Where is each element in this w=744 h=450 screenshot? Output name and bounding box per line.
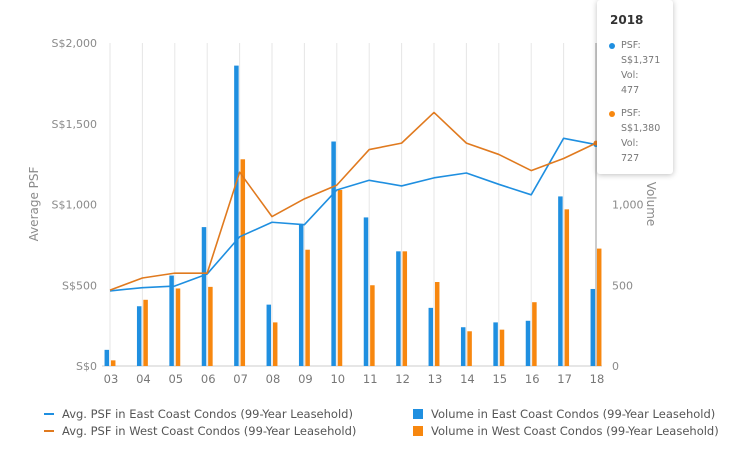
tooltip-dot xyxy=(609,43,615,49)
legend-swatch xyxy=(413,408,423,419)
x-tick-label: 03 xyxy=(104,372,119,386)
y-tick-label: S$1,500 xyxy=(52,118,97,131)
legend-item-east-psf[interactable]: Avg. PSF in East Coast Condos (99-Year L… xyxy=(44,405,356,422)
volume-bar-west[interactable] xyxy=(337,189,343,366)
volume-bar-west[interactable] xyxy=(240,159,246,366)
x-axis: 03 04 05 06 07 08 09 10 11 12 13 14 15 16 17 18 xyxy=(104,372,605,386)
x-tick-label: 04 xyxy=(136,372,151,386)
legend-item-west-volume[interactable]: Volume in West Coast Condos (99-Year Lea… xyxy=(413,422,719,439)
tooltip-line: S$1,380 xyxy=(621,123,661,134)
volume-bar-east[interactable] xyxy=(428,307,434,366)
volume-bar-west[interactable] xyxy=(564,209,570,366)
legend-lines: Avg. PSF in East Coast Condos (99-Year L… xyxy=(44,405,356,439)
legend-item-east-volume[interactable]: Volume in East Coast Condos (99-Year Lea… xyxy=(413,405,719,422)
volume-bar-west[interactable] xyxy=(370,285,375,366)
psf-line-east[interactable] xyxy=(109,137,597,292)
legend-item-west-psf[interactable]: Avg. PSF in West Coast Condos (99-Year L… xyxy=(44,422,356,439)
volume-bar-east[interactable] xyxy=(104,349,110,366)
x-tick-label: 15 xyxy=(492,372,507,386)
volume-bars[interactable] xyxy=(104,65,602,367)
volume-bar-west[interactable] xyxy=(110,360,116,366)
tooltip-year: 2018 xyxy=(610,13,644,27)
legend-label: Volume in East Coast Condos (99-Year Lea… xyxy=(431,406,716,421)
x-tick-label: 08 xyxy=(266,372,281,386)
x-tick-label: 11 xyxy=(363,372,378,386)
tooltip-line: PSF: xyxy=(621,108,641,119)
volume-bar-west[interactable] xyxy=(272,322,278,366)
volume-bar-west[interactable] xyxy=(305,249,310,366)
volume-bar-east[interactable] xyxy=(331,141,336,366)
volume-bar-west[interactable] xyxy=(175,288,181,366)
right-y-axis: 0 500 1,000 xyxy=(612,199,644,374)
x-tick-label: 09 xyxy=(298,372,313,386)
x-tick-label: 06 xyxy=(201,372,216,386)
volume-bar-east[interactable] xyxy=(201,227,207,366)
x-tick-label: 13 xyxy=(428,372,443,386)
psf-line-west[interactable] xyxy=(109,111,597,291)
volume-bar-east[interactable] xyxy=(558,196,563,366)
volume-bar-east[interactable] xyxy=(169,275,174,366)
y-right-tick-label: 500 xyxy=(612,279,633,292)
tooltip-line: 727 xyxy=(621,153,640,164)
y-right-tick-label: 0 xyxy=(612,360,619,373)
volume-bar-east[interactable] xyxy=(136,306,142,366)
volume-bar-west[interactable] xyxy=(596,248,602,366)
legend-label: Avg. PSF in East Coast Condos (99-Year L… xyxy=(62,406,353,421)
legend-swatch xyxy=(44,412,54,415)
volume-bar-west[interactable] xyxy=(499,329,505,366)
legend-label: Avg. PSF in West Coast Condos (99-Year L… xyxy=(62,423,357,438)
right-axis-title: Volume xyxy=(644,182,658,227)
y-right-tick-label: 1,000 xyxy=(612,199,644,212)
volume-bar-west[interactable] xyxy=(143,299,148,366)
legend-swatch xyxy=(413,425,423,436)
x-tick-label: 05 xyxy=(168,372,183,386)
tooltip-line: Vol: xyxy=(621,138,639,149)
y-tick-label: S$2,000 xyxy=(52,37,97,50)
volume-bar-west[interactable] xyxy=(434,282,440,366)
tooltip-dot xyxy=(609,111,615,117)
y-tick-label: S$0 xyxy=(76,360,97,373)
volume-bar-east[interactable] xyxy=(460,327,466,366)
x-tick-label: 17 xyxy=(557,372,572,386)
y-tick-label: S$1,000 xyxy=(52,199,97,212)
psf-lines[interactable] xyxy=(109,111,599,292)
x-tick-label: 12 xyxy=(395,372,410,386)
volume-bar-west[interactable] xyxy=(532,302,537,366)
volume-bar-east[interactable] xyxy=(266,304,272,366)
volume-bar-west[interactable] xyxy=(467,331,472,366)
volume-bar-east[interactable] xyxy=(298,223,304,366)
legend-swatch xyxy=(44,429,54,432)
tooltip-line: Vol: xyxy=(621,70,639,81)
legend-label: Volume in West Coast Condos (99-Year Lea… xyxy=(431,423,719,438)
x-tick-label: 07 xyxy=(233,372,248,386)
tooltip-line: PSF: xyxy=(621,40,641,51)
tooltip-line: 477 xyxy=(621,85,640,96)
volume-bar-west[interactable] xyxy=(402,251,408,366)
left-y-axis: S$0 S$500 S$1,000 S$1,500 S$2,000 xyxy=(52,37,97,373)
volume-bar-east[interactable] xyxy=(493,322,498,366)
volume-bar-east[interactable] xyxy=(234,65,239,367)
tooltip: 2018 PSF: S$1,371 Vol: 477 PSF: S$1,380 … xyxy=(597,0,673,174)
tooltip-entry-east: PSF: S$1,371 Vol: 477 xyxy=(609,38,661,98)
x-tick-label: 16 xyxy=(525,372,540,386)
y-tick-label: S$500 xyxy=(62,279,97,292)
tooltip-entry-west: PSF: S$1,380 Vol: 727 xyxy=(609,106,661,166)
x-tick-label: 14 xyxy=(460,372,475,386)
volume-bar-west[interactable] xyxy=(208,286,213,366)
legend-bars: Volume in East Coast Condos (99-Year Lea… xyxy=(413,405,719,439)
volume-bar-east[interactable] xyxy=(396,251,401,366)
grid-lines xyxy=(102,43,602,367)
volume-bar-east[interactable] xyxy=(363,217,369,366)
volume-bar-east[interactable] xyxy=(525,320,531,366)
x-tick-label: 18 xyxy=(590,372,605,386)
tooltip-line: S$1,371 xyxy=(621,55,661,66)
left-axis-title: Average PSF xyxy=(27,166,41,241)
volume-bar-east[interactable] xyxy=(590,288,596,366)
x-tick-label: 10 xyxy=(330,372,345,386)
